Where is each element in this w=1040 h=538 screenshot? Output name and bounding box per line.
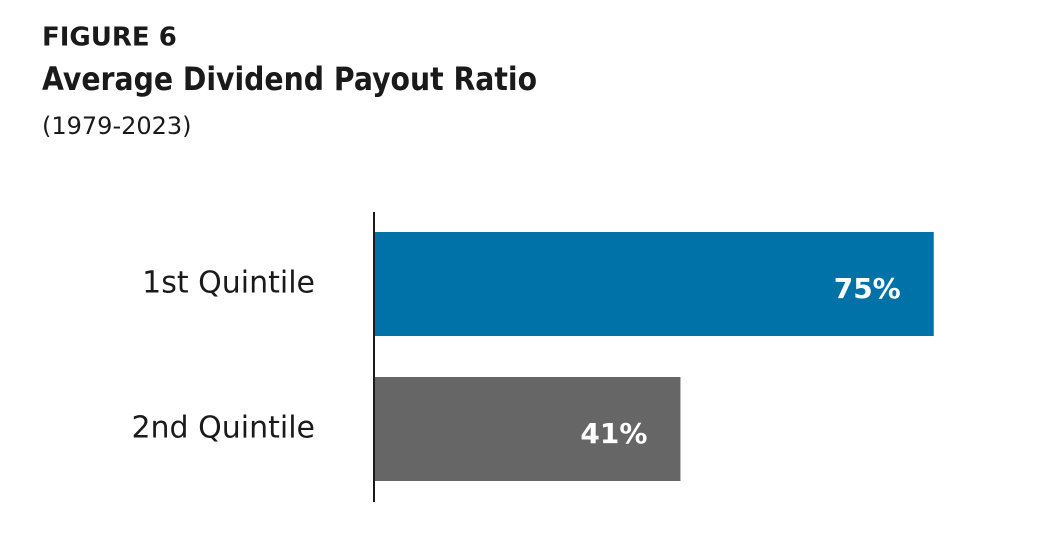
chart-subtitle: (1979-2023) <box>42 112 192 140</box>
value-label: 75% <box>834 272 901 305</box>
category-label: 1st Quintile <box>142 266 315 301</box>
chart-title: Average Dividend Payout Ratio <box>42 60 537 98</box>
figure-label: FIGURE 6 <box>42 23 177 53</box>
category-label: 2nd Quintile <box>131 411 315 446</box>
bar <box>375 377 681 481</box>
bar <box>375 232 934 336</box>
value-label: 41% <box>580 417 647 450</box>
